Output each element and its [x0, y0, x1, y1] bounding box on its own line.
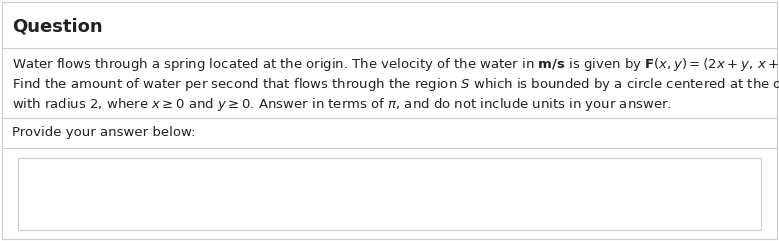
Text: Question: Question — [12, 18, 103, 36]
Bar — [18, 158, 761, 230]
Text: Provide your answer below:: Provide your answer below: — [12, 126, 196, 139]
Text: with radius 2, where $x \geq 0$ and $y \geq 0$. Answer in terms of $\pi$, and do: with radius 2, where $x \geq 0$ and $y \… — [12, 96, 671, 113]
Text: Find the amount of water per second that flows through the region $S$ which is b: Find the amount of water per second that… — [12, 76, 779, 93]
Text: Water flows through a spring located at the origin. The velocity of the water in: Water flows through a spring located at … — [12, 56, 779, 73]
